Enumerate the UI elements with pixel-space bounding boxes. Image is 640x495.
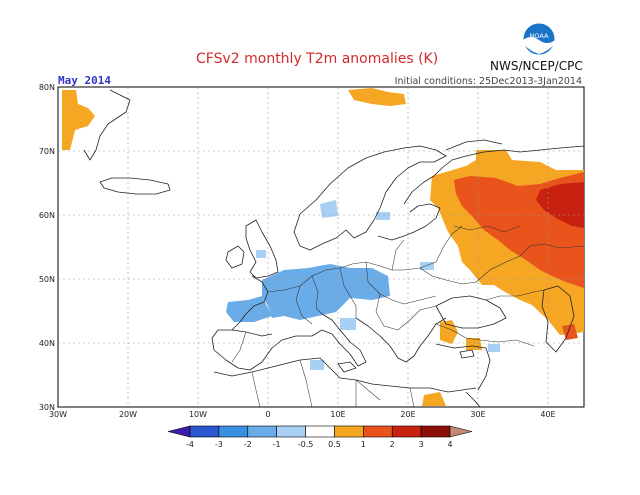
legend-tick-label: 3: [419, 440, 424, 449]
lon-label: 20W: [119, 410, 137, 419]
lat-label: 60N: [39, 211, 55, 220]
anomaly-central-europe-cool: [262, 264, 390, 320]
legend-swatch: [334, 425, 364, 438]
legend-swatch: [420, 425, 451, 438]
legend-tick-label: -1: [273, 440, 281, 449]
lon-label: 40E: [540, 410, 555, 419]
coastlines: [83, 89, 585, 408]
legend-tick-label: -3: [215, 440, 223, 449]
anomaly-egypt-warm: [422, 392, 446, 406]
initial-conditions: Initial conditions: 25Dec2013-3Jan2014: [394, 76, 582, 87]
legend-swatch: [247, 425, 277, 438]
figure-title: CFSv2 monthly T2m anomalies (K): [196, 51, 439, 67]
lon-labels: 30W 20W 10W 0 10E 20E 30E 40E: [49, 410, 556, 419]
anomaly-france-cool: [226, 296, 272, 322]
legend-swatch: [189, 425, 220, 438]
anomaly-greenland-warm: [62, 90, 95, 150]
lat-label: 80N: [39, 83, 55, 92]
legend-swatch: [305, 425, 335, 438]
anomaly-mideast-cool: [488, 344, 500, 352]
lat-label: 40N: [39, 339, 55, 348]
legend-swatch-max: [449, 425, 473, 438]
legend-tick-label: 4: [447, 440, 452, 449]
color-legend: -4 -3 -2 -1 -0.5 0.5 1 2 3 4: [167, 425, 473, 449]
lat-labels: 80N 70N 60N 50N 40N 30N: [39, 83, 55, 412]
lon-label: 30E: [470, 410, 485, 419]
anomaly-svalbard-warm: [348, 88, 406, 106]
agency-label: NWS/NCEP/CPC: [490, 59, 583, 73]
logo-text: NOAA: [530, 32, 549, 40]
anomaly-italy-cool: [340, 318, 356, 330]
legend-tick-label: -4: [186, 440, 194, 449]
legend-tick-label: 0.5: [328, 440, 341, 449]
lat-label: 50N: [39, 275, 55, 284]
anomaly-scandinavia-cool: [320, 200, 338, 218]
legend-swatch: [276, 425, 306, 438]
legend-swatch: [363, 425, 393, 438]
lon-label: 10E: [330, 410, 345, 419]
legend-tick-label: 1: [361, 440, 366, 449]
legend-tick-label: -2: [244, 440, 252, 449]
forecast-month: May 2014: [58, 74, 111, 87]
anomaly-tunisia-cool: [310, 360, 324, 370]
legend-tick-label: 2: [390, 440, 395, 449]
legend-swatch: [391, 425, 422, 438]
noaa-logo-icon: NOAA: [522, 22, 556, 56]
lon-label: 10W: [189, 410, 207, 419]
lon-label: 20E: [400, 410, 415, 419]
lat-label: 70N: [39, 147, 55, 156]
anomaly-poland-cool: [420, 262, 434, 270]
anomaly-caucasus-warm: [562, 324, 578, 340]
map-gridlines: [58, 87, 584, 407]
country-borders: [231, 225, 585, 408]
legend-tick-label: -0.5: [298, 440, 314, 449]
lon-label: 0: [265, 410, 270, 419]
legend-swatch: [218, 425, 249, 438]
anomaly-shading: [62, 88, 584, 406]
lat-label: 30N: [39, 403, 55, 412]
anomaly-sweden-cool: [376, 212, 390, 220]
lon-label: 30W: [49, 410, 67, 419]
anomaly-uk-cool: [256, 250, 266, 258]
legend-swatch-min: [167, 425, 191, 438]
